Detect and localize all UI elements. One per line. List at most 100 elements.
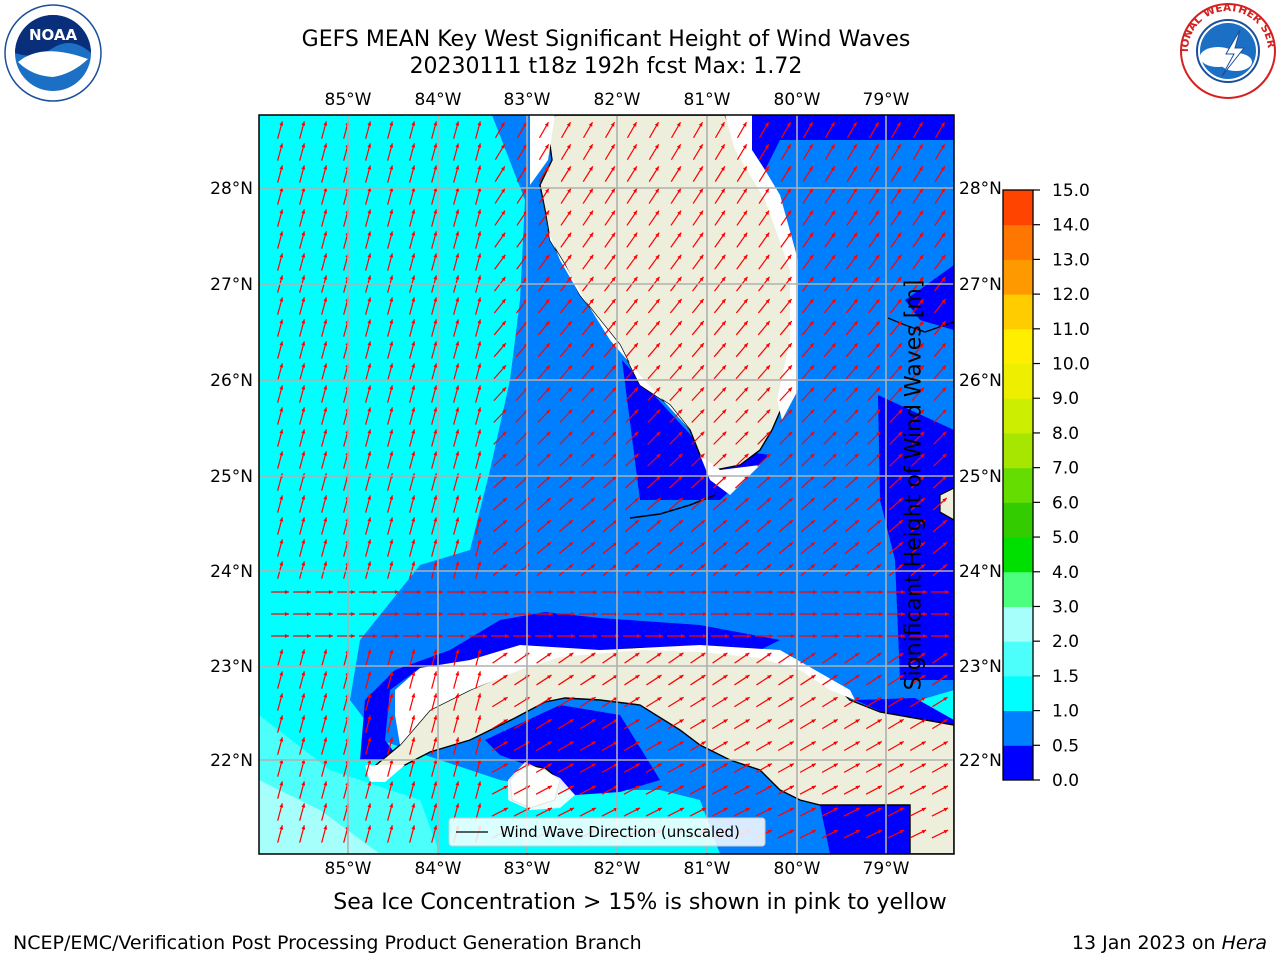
wave-direction-arrow <box>645 634 663 638</box>
wave-direction-arrow <box>844 674 860 686</box>
lon-tick-label-bottom: 82°W <box>594 859 641 879</box>
wave-direction-arrow <box>779 298 793 314</box>
wave-direction-arrow <box>535 763 553 773</box>
wave-direction-arrow <box>623 718 641 730</box>
wave-direction-arrow <box>469 612 487 616</box>
wave-direction-arrow <box>867 386 881 402</box>
wave-direction-arrow <box>365 231 372 249</box>
wave-direction-arrow <box>299 825 306 843</box>
wave-direction-arrow <box>711 785 729 795</box>
wave-direction-arrow <box>381 590 399 594</box>
wave-direction-arrow <box>491 612 509 616</box>
wave-direction-arrow <box>888 674 904 686</box>
wave-direction-arrow <box>690 696 706 708</box>
colorbar-segment <box>1003 190 1033 226</box>
wave-direction-arrow <box>736 143 748 161</box>
wave-direction-arrow <box>557 807 575 817</box>
lat-tick-label-left: 25°N <box>210 467 253 487</box>
wave-direction-arrow <box>492 696 508 708</box>
wave-direction-arrow <box>934 143 946 161</box>
colorbar-segment <box>1003 224 1033 260</box>
wave-direction-arrow <box>845 409 859 423</box>
wave-direction-arrow <box>431 231 438 249</box>
wave-direction-arrow <box>623 590 641 594</box>
legend-label: Wind Wave Direction (unscaled) <box>500 823 740 841</box>
wave-direction-arrow <box>409 803 416 821</box>
map-frame <box>258 114 955 855</box>
wave-direction-arrow <box>365 341 372 359</box>
wave-direction-arrow <box>755 612 773 616</box>
wave-direction-arrow <box>409 121 416 139</box>
wave-direction-arrow <box>777 829 795 839</box>
wave-direction-arrow <box>277 165 284 183</box>
wave-direction-arrow <box>802 210 814 226</box>
lon-tick-label-bottom: 80°W <box>774 859 821 879</box>
wave-direction-arrow <box>757 431 771 445</box>
wave-direction-arrow <box>493 431 507 445</box>
wave-direction-arrow <box>365 385 372 403</box>
wave-direction-arrow <box>755 807 773 817</box>
colorbar-segment <box>1003 363 1033 399</box>
wave-direction-arrow <box>493 320 507 336</box>
wave-direction-arrow <box>756 497 772 511</box>
wave-direction-arrow <box>559 386 573 402</box>
wave-direction-arrow <box>846 143 858 161</box>
wave-direction-arrow <box>647 298 661 314</box>
wave-direction-arrow <box>535 785 553 795</box>
coastal-mask <box>395 645 855 745</box>
wave-direction-arrow <box>536 696 552 708</box>
wave-direction-arrow <box>535 740 553 752</box>
colorbar-segment <box>1003 675 1033 712</box>
wave-direction-arrow <box>409 297 416 315</box>
wave-direction-arrow <box>447 634 465 638</box>
wave-direction-arrow <box>733 590 751 594</box>
wave-direction-arrow <box>888 652 904 664</box>
wave-direction-arrow <box>453 671 460 689</box>
wave-direction-arrow <box>668 541 684 555</box>
coastal-mask <box>700 455 760 495</box>
wave-direction-arrow <box>755 785 773 795</box>
wave-direction-arrow <box>321 363 328 381</box>
wave-direction-arrow <box>733 612 751 616</box>
wave-direction-arrow <box>867 364 881 380</box>
wave-direction-arrow <box>734 497 750 511</box>
wave-direction-arrow <box>387 781 394 799</box>
wave-direction-arrow <box>800 652 816 664</box>
wave-direction-arrow <box>387 495 394 513</box>
wave-direction-arrow <box>801 364 815 380</box>
wave-direction-arrow <box>933 342 947 358</box>
wave-direction-arrow <box>712 475 728 489</box>
wave-direction-arrow <box>536 674 552 686</box>
wave-direction-arrow <box>909 763 927 773</box>
lon-tick-label-top: 83°W <box>504 90 551 110</box>
lat-tick-label-left: 22°N <box>210 751 253 771</box>
wave-direction-arrow <box>933 364 947 380</box>
wave-direction-arrow <box>799 612 817 616</box>
wave-direction-arrow <box>801 386 815 402</box>
wave-direction-arrow <box>934 210 946 226</box>
lat-tick-label-right: 24°N <box>959 562 1002 582</box>
wave-direction-arrow <box>713 431 727 445</box>
wave-direction-arrow <box>668 674 684 686</box>
wave-direction-arrow <box>647 320 661 336</box>
wave-direction-arrow <box>843 590 861 594</box>
wave-direction-arrow <box>277 737 284 755</box>
wave-direction-arrow <box>846 210 858 226</box>
noaa-logo-text: NOAA <box>29 26 78 44</box>
wave-direction-arrow <box>365 165 372 183</box>
wave-direction-arrow <box>755 740 773 752</box>
wave-direction-arrow <box>712 674 728 686</box>
wave-direction-arrow <box>648 210 660 226</box>
wave-direction-arrow <box>866 563 882 577</box>
wave-direction-arrow <box>645 740 663 752</box>
wave-direction-arrow <box>646 475 662 489</box>
wave-direction-arrow <box>670 121 682 139</box>
wave-direction-arrow <box>670 166 682 182</box>
wave-direction-arrow <box>277 693 284 711</box>
wave-direction-arrow <box>581 386 595 402</box>
wave-direction-arrow <box>669 431 683 445</box>
wave-direction-arrow <box>909 634 927 638</box>
wave-direction-arrow <box>453 297 460 315</box>
wave-direction-arrow <box>934 188 946 204</box>
wave-direction-arrow <box>890 188 902 204</box>
